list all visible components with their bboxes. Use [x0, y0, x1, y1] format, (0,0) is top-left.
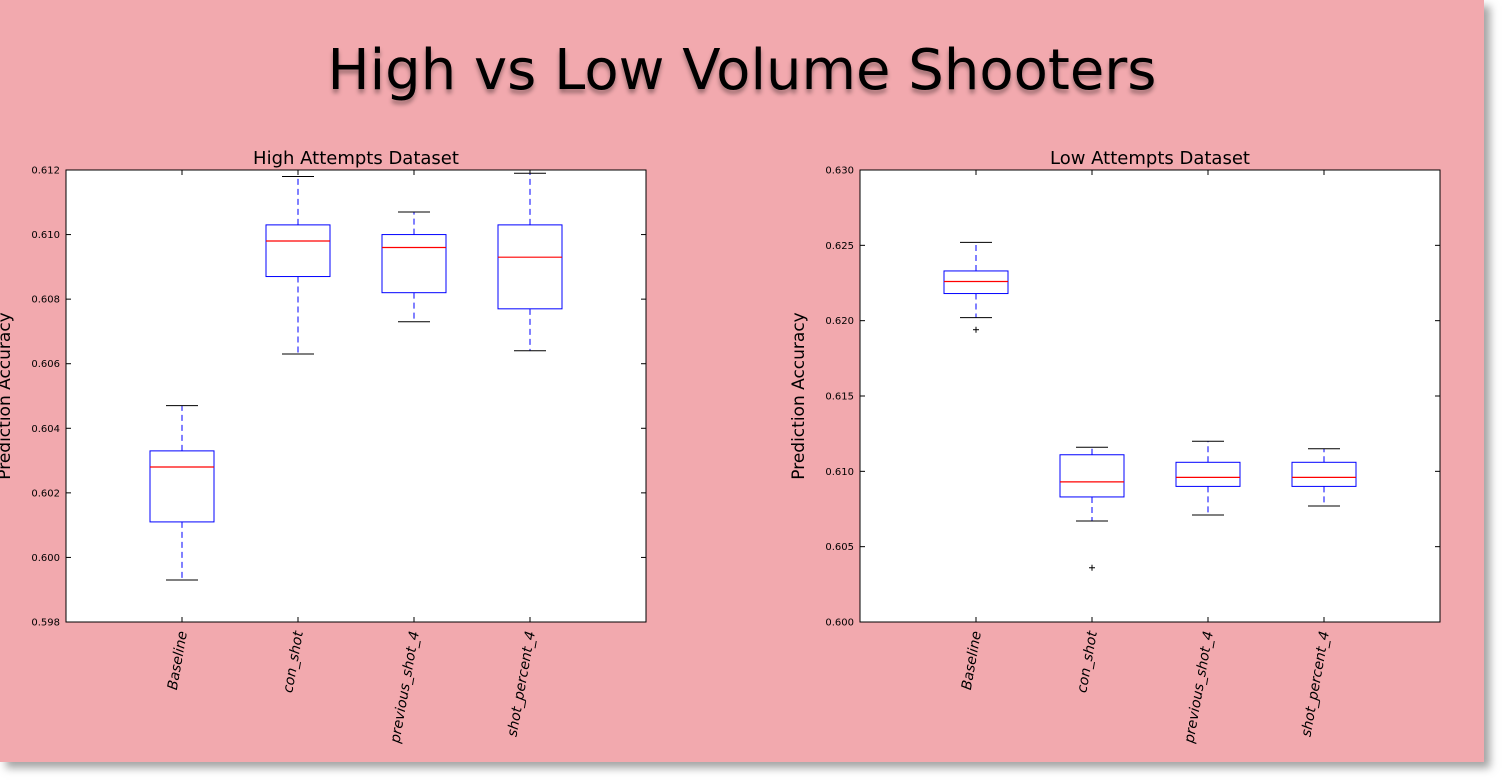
y-tick-label: 0.608 [31, 295, 60, 306]
y-axis-label: Prediction Accuracy [789, 312, 809, 479]
x-category-label: previous_shot_4 [387, 630, 423, 745]
y-tick-label: 0.600 [825, 618, 854, 629]
y-tick-label: 0.610 [825, 467, 854, 478]
box-previous_shot_4 [381, 234, 447, 294]
x-category-label: shot_percent_4 [1299, 630, 1333, 738]
box-shot_percent_4 [1291, 461, 1357, 487]
box-con_shot [1059, 454, 1125, 498]
x-category-label: shot_percent_4 [505, 630, 539, 738]
y-tick-label: 0.615 [825, 392, 854, 403]
box-shot_percent_4 [497, 224, 563, 310]
x-category-label: previous_shot_4 [1181, 630, 1217, 745]
y-tick-label: 0.620 [825, 316, 854, 327]
box-previous_shot_4 [1175, 461, 1241, 487]
high-attempts-chart: High Attempts Dataset Prediction Accuracy… [0, 148, 647, 745]
box-con_shot [265, 224, 331, 278]
box-Baseline [943, 270, 1009, 295]
chart-title: High Attempts Dataset [253, 148, 459, 169]
y-tick-label: 0.630 [825, 166, 854, 177]
chart-title: Low Attempts Dataset [1050, 148, 1250, 169]
x-category-label: con_shot [280, 629, 307, 694]
box-Baseline [149, 450, 215, 523]
slide-background: High vs Low Volume Shooters High Attempt… [0, 0, 1484, 762]
y-tick-label: 0.612 [31, 166, 60, 177]
y-tick-label: 0.605 [825, 542, 854, 553]
y-axis-label: Prediction Accuracy [0, 312, 15, 479]
y-tick-label: 0.606 [31, 359, 60, 370]
y-tick-label: 0.610 [31, 230, 60, 241]
plot-area [859, 169, 1441, 623]
y-tick-label: 0.602 [31, 488, 60, 499]
x-category-label: Baseline [959, 630, 985, 691]
y-tick-label: 0.604 [31, 424, 60, 435]
low-attempts-chart: Low Attempts Dataset Prediction Accuracy 0… [789, 148, 1441, 745]
x-category-label: Baseline [165, 630, 191, 691]
y-tick-label: 0.598 [31, 618, 60, 629]
x-category-label: con_shot [1074, 629, 1101, 694]
y-tick-label: 0.625 [825, 241, 854, 252]
slide-title: High vs Low Volume Shooters [327, 38, 1157, 103]
y-tick-label: 0.600 [31, 553, 60, 564]
plot-area [65, 169, 647, 623]
